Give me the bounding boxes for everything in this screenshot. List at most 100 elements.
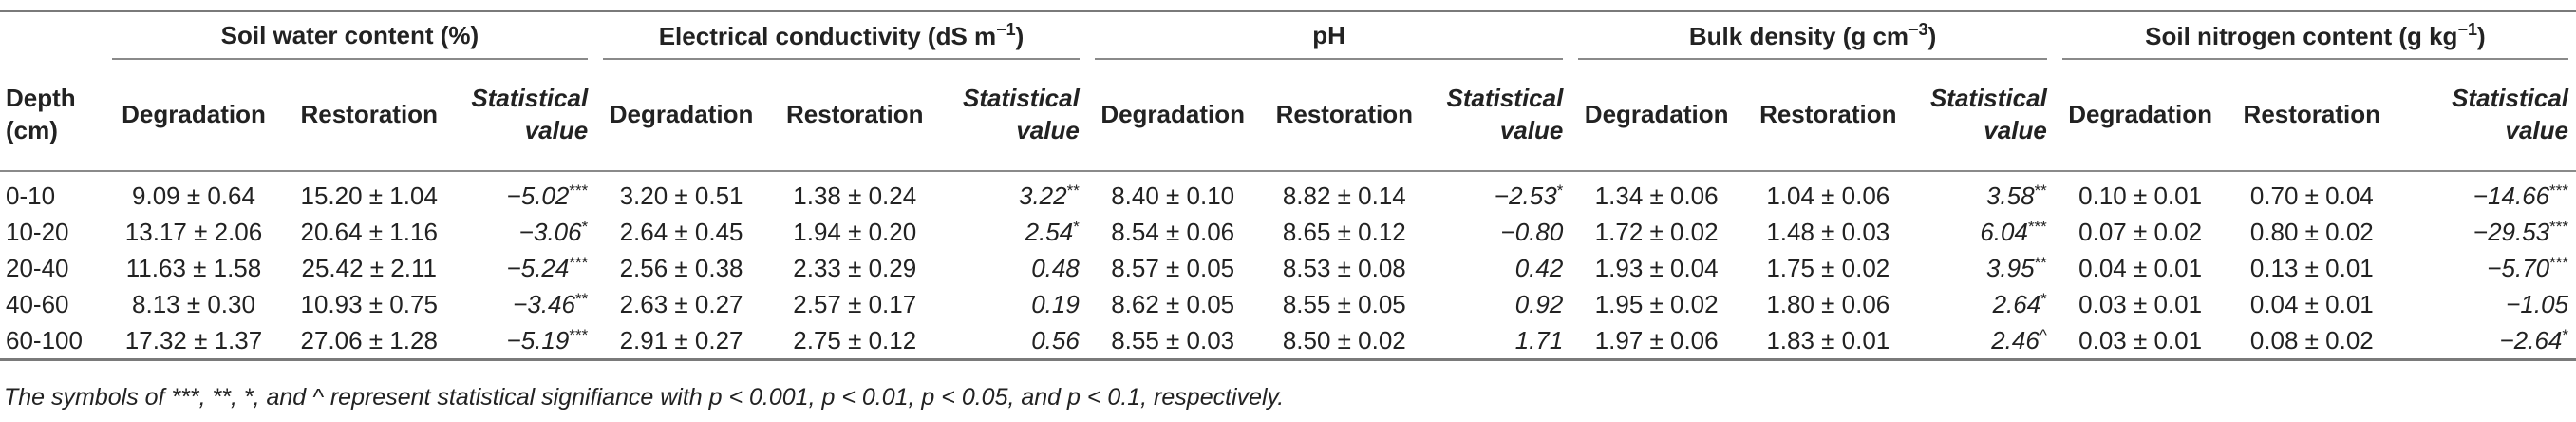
statistical-value: −5.02 (506, 181, 570, 210)
significance-marker: *** (2027, 217, 2047, 236)
stat-header-line1: Statistical (1446, 84, 1564, 112)
stat-header-line1: Statistical (2452, 84, 2568, 112)
restoration-cell: 8.53 ± 0.08 (1282, 253, 1406, 282)
statistical-value: −5.24 (506, 253, 570, 282)
group-header-soil-water: Soil water content (%) (104, 12, 596, 60)
bottom-rule (0, 358, 2576, 362)
stat-header-line1: Statistical (963, 84, 1080, 112)
statistical-value: −3.46 (513, 289, 575, 318)
restoration-cell: 1.04 ± 0.06 (1766, 181, 1890, 210)
statistical-value: 2.46 (1991, 325, 2040, 355)
depth-header-line2: (cm) (6, 116, 58, 144)
table-body: 0-10 9.09 ± 0.64 15.20 ± 1.04 −5.02*** 3.20 … (0, 172, 2576, 360)
significance-marker: *** (569, 325, 589, 344)
stat-header-line2: value (1984, 116, 2047, 144)
depth-header: Depth (cm) (0, 58, 104, 171)
significance-marker: ** (1066, 181, 1080, 200)
statistical-value: 0.19 (1031, 289, 1080, 318)
sub-header-degradation: Degradation (1100, 99, 1245, 128)
degradation-cell: 8.40 ± 0.10 (1111, 181, 1235, 210)
significance-marker: *** (569, 181, 589, 200)
statistical-value: 0.48 (1031, 253, 1080, 282)
statistical-value-cell: −14.66*** (2397, 172, 2576, 214)
degradation-cell: 11.63 ± 1.58 (125, 253, 262, 282)
restoration-cell: 1.48 ± 0.03 (1766, 217, 1890, 246)
restoration-cell: 8.82 ± 0.14 (1282, 181, 1406, 210)
degradation-cell: 1.72 ± 0.02 (1594, 217, 1719, 246)
significance-marker: *** (2549, 217, 2568, 236)
soil-properties-table: Soil water content (%) Electrical conduc… (0, 10, 2576, 362)
statistical-value: 0.92 (1514, 289, 1564, 318)
table-row: 0-10 9.09 ± 0.64 15.20 ± 1.04 −5.02*** 3.20 … (0, 172, 2576, 214)
statistical-value: 3.22 (1018, 181, 1067, 210)
statistical-value: −14.66 (2473, 181, 2550, 210)
restoration-cell: 0.08 ± 0.02 (2249, 325, 2374, 355)
statistical-value: −2.64 (2499, 325, 2563, 355)
group-header-row: Soil water content (%) Electrical conduc… (0, 12, 2576, 60)
table-row: 20-40 11.63 ± 1.58 25.42 ± 2.11 −5.24*** 2.5… (0, 250, 2576, 286)
statistical-value-cell: −3.06* (455, 214, 595, 250)
significance-marker: ^ (2039, 325, 2047, 344)
degradation-cell: 2.91 ± 0.27 (619, 325, 743, 355)
sub-header-degradation: Degradation (2068, 99, 2212, 128)
sub-header-statistical-value: Statistical value (2397, 58, 2576, 171)
statistical-value-cell: 0.56 (943, 322, 1087, 360)
restoration-cell: 27.06 ± 1.28 (300, 325, 438, 355)
sub-header-restoration: Restoration (786, 99, 924, 128)
degradation-cell: 8.62 ± 0.05 (1111, 289, 1235, 318)
degradation-cell: 3.20 ± 0.51 (619, 181, 743, 210)
degradation-cell: 2.64 ± 0.45 (619, 217, 743, 246)
restoration-cell: 2.75 ± 0.12 (793, 325, 917, 355)
sub-header-degradation: Degradation (609, 99, 754, 128)
restoration-cell: 15.20 ± 1.04 (300, 181, 438, 210)
statistical-value-cell: 2.54* (943, 214, 1087, 250)
statistical-value-cell: 0.48 (943, 250, 1087, 286)
statistical-value: −3.06 (518, 217, 582, 246)
statistical-value-cell: −5.70*** (2397, 250, 2576, 286)
restoration-cell: 2.33 ± 0.29 (793, 253, 917, 282)
statistical-value: −29.53 (2473, 217, 2550, 246)
significance-marker: *** (2549, 253, 2568, 272)
stat-header-line2: value (2505, 116, 2569, 144)
degradation-cell: 8.13 ± 0.30 (132, 289, 255, 318)
sub-header-statistical-value: Statistical value (455, 58, 595, 171)
group-header-soil-nitrogen: Soil nitrogen content (g kg−1) (2055, 12, 2576, 60)
statistical-value: 3.95 (1985, 253, 2035, 282)
statistical-value-cell: 0.92 (1430, 286, 1570, 322)
table-footnote: The symbols of ***, **, *, and ^ represe… (4, 384, 1285, 411)
statistical-value: 2.54 (1025, 217, 1074, 246)
statistical-value-cell: 6.04*** (1914, 214, 2055, 250)
sub-header-restoration: Restoration (1759, 99, 1897, 128)
statistical-value: 3.58 (1985, 181, 2035, 210)
stat-header-line1: Statistical (1929, 84, 2047, 112)
restoration-cell: 0.80 ± 0.02 (2249, 217, 2374, 246)
sub-header-statistical-value: Statistical value (1430, 58, 1570, 171)
sub-header-degradation: Degradation (122, 99, 266, 128)
sub-header-statistical-value: Statistical value (1914, 58, 2055, 171)
statistical-value-cell: −5.02*** (455, 172, 595, 214)
restoration-cell: 1.80 ± 0.06 (1766, 289, 1890, 318)
depth-cell: 40-60 (6, 289, 69, 318)
sub-header-degradation: Degradation (1584, 99, 1729, 128)
stat-header-line2: value (1016, 116, 1080, 144)
top-rule (0, 10, 2576, 13)
statistical-value: −0.80 (1500, 217, 1564, 246)
degradation-cell: 13.17 ± 2.06 (124, 217, 263, 246)
degradation-cell: 2.56 ± 0.38 (619, 253, 743, 282)
statistical-value: −5.19 (506, 325, 570, 355)
statistical-value-cell: −2.64* (2397, 322, 2576, 360)
statistical-value: 1.71 (1514, 325, 1564, 355)
statistical-value-cell: 3.95** (1914, 250, 2055, 286)
restoration-cell: 0.70 ± 0.04 (2249, 181, 2374, 210)
depth-cell: 0-10 (6, 181, 56, 210)
significance-marker: *** (2549, 181, 2568, 200)
restoration-cell: 8.55 ± 0.05 (1282, 289, 1406, 318)
statistical-value-cell: 3.58** (1914, 172, 2055, 214)
degradation-cell: 2.63 ± 0.27 (619, 289, 743, 318)
degradation-cell: 17.32 ± 1.37 (124, 325, 263, 355)
restoration-cell: 8.50 ± 0.02 (1282, 325, 1406, 355)
significance-marker: ** (2034, 181, 2047, 200)
statistical-value-cell: 3.22** (943, 172, 1087, 214)
significance-marker: *** (569, 253, 589, 272)
